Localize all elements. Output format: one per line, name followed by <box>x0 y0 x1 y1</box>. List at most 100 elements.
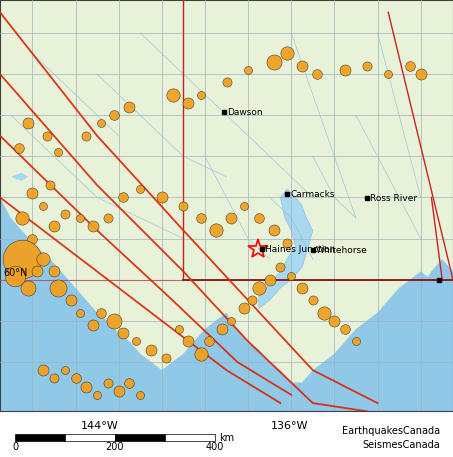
Point <box>55 149 62 156</box>
Point <box>385 70 392 78</box>
Point <box>417 70 424 78</box>
Point <box>184 99 191 106</box>
Point <box>352 338 360 345</box>
Point <box>163 354 170 361</box>
Point <box>76 214 83 222</box>
Point <box>255 284 262 292</box>
Point <box>72 375 79 382</box>
Point <box>82 132 90 139</box>
Point <box>283 239 290 246</box>
Bar <box>65 434 115 441</box>
Polygon shape <box>248 259 453 411</box>
Text: Carmacks: Carmacks <box>290 190 335 199</box>
Point <box>158 194 165 201</box>
Polygon shape <box>0 0 453 411</box>
Bar <box>115 434 165 441</box>
Point <box>147 346 154 353</box>
Text: Dawson: Dawson <box>227 108 263 117</box>
Point <box>283 50 290 57</box>
Point <box>137 186 144 193</box>
Point <box>89 223 96 230</box>
Point <box>50 268 58 275</box>
Point <box>288 272 295 279</box>
Point <box>18 255 25 263</box>
Point <box>255 214 262 222</box>
Text: 60°N: 60°N <box>3 268 28 278</box>
Text: SeismesCanada: SeismesCanada <box>362 440 440 450</box>
Point <box>104 214 111 222</box>
Text: 400: 400 <box>206 442 224 452</box>
Point <box>126 103 133 111</box>
Point <box>175 325 183 333</box>
Point <box>76 309 83 316</box>
Point <box>111 112 118 119</box>
Point <box>270 58 278 65</box>
Text: Haines Junction: Haines Junction <box>265 245 336 254</box>
Polygon shape <box>11 173 28 181</box>
Point <box>104 379 111 386</box>
Point <box>266 276 273 283</box>
Point <box>249 297 256 304</box>
Point <box>331 317 338 324</box>
Point <box>240 305 247 312</box>
Text: km: km <box>219 433 234 443</box>
Point <box>342 66 349 74</box>
Point <box>126 379 133 386</box>
Bar <box>15 434 65 441</box>
Text: 136°W: 136°W <box>271 421 309 431</box>
Point <box>184 338 191 345</box>
Point <box>24 284 32 292</box>
Point <box>227 214 235 222</box>
Point <box>29 190 36 197</box>
Point <box>93 391 101 399</box>
Point <box>406 62 414 69</box>
Point <box>33 268 40 275</box>
Point <box>227 317 235 324</box>
Point <box>67 297 75 304</box>
Point <box>363 62 371 69</box>
Text: 0: 0 <box>12 442 18 452</box>
Point <box>89 321 96 329</box>
Point <box>197 214 204 222</box>
Point <box>18 214 25 222</box>
Point <box>50 223 58 230</box>
Point <box>119 329 126 337</box>
Point <box>39 202 47 209</box>
Point <box>24 120 32 127</box>
Point <box>309 297 316 304</box>
Point <box>61 210 68 218</box>
Point <box>218 325 226 333</box>
Point <box>61 367 68 374</box>
Text: 144°W: 144°W <box>81 421 119 431</box>
Point <box>270 227 278 234</box>
Point <box>119 194 126 201</box>
Point <box>313 70 321 78</box>
Point <box>98 120 105 127</box>
Point <box>46 181 53 189</box>
Point <box>240 202 247 209</box>
Point <box>206 338 213 345</box>
Point <box>39 367 47 374</box>
Point <box>39 255 47 263</box>
Point <box>342 325 349 333</box>
Point <box>197 91 204 98</box>
Point <box>111 317 118 324</box>
Point <box>180 202 187 209</box>
Point <box>98 309 105 316</box>
Point <box>197 350 204 357</box>
Point <box>115 387 122 394</box>
Polygon shape <box>259 189 313 308</box>
Point <box>299 62 306 69</box>
Point <box>11 272 19 279</box>
Text: Ross River: Ross River <box>370 194 417 203</box>
Point <box>223 79 230 86</box>
Text: EarthquakesCanada: EarthquakesCanada <box>342 426 440 436</box>
Text: Whitehorse: Whitehorse <box>316 246 368 255</box>
Point <box>245 66 252 74</box>
Point <box>212 227 219 234</box>
Point <box>132 338 140 345</box>
Point <box>320 309 327 316</box>
Point <box>277 264 284 271</box>
Point <box>44 132 51 139</box>
Polygon shape <box>0 197 453 411</box>
